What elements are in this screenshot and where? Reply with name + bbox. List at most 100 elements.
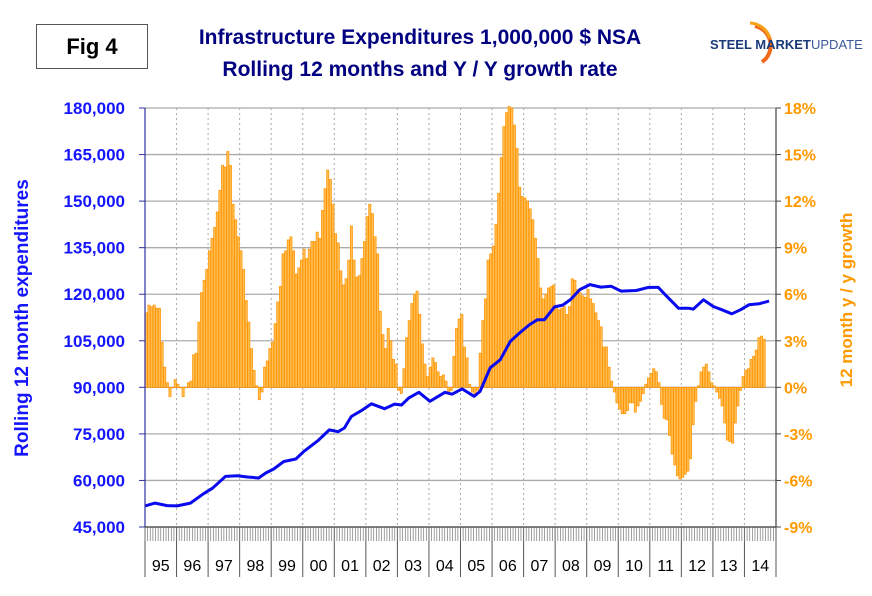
x-tick-label: 09 (594, 558, 612, 575)
growth-bar (365, 216, 369, 388)
growth-bar (423, 363, 427, 388)
growth-bar (336, 242, 340, 388)
growth-bar (591, 303, 595, 388)
growth-bar (158, 307, 161, 388)
growth-bar (226, 151, 230, 388)
gridlines (145, 107, 776, 528)
growth-bar (510, 107, 514, 388)
logo-text-light: UPDATE (811, 37, 863, 52)
growth-bar (286, 239, 290, 388)
growth-bar (252, 369, 256, 388)
growth-bar (155, 307, 159, 388)
growth-bar (205, 269, 209, 388)
growth-bar (236, 236, 240, 388)
growth-bar (265, 360, 269, 388)
left-tick-label: 75,000 (73, 425, 125, 444)
growth-bar (689, 386, 693, 460)
growth-bar (326, 169, 330, 388)
growth-bar (731, 386, 735, 444)
growth-bar (299, 259, 303, 388)
growth-bar (200, 292, 203, 388)
right-tick-label: 3% (784, 334, 807, 351)
growth-bar (660, 386, 664, 405)
left-tick-label: 165,000 (64, 146, 125, 165)
right-tick-label: -3% (784, 427, 812, 444)
growth-bar (586, 289, 590, 388)
left-tick-label: 180,000 (64, 99, 125, 118)
right-tick-label: 15% (784, 148, 816, 165)
growth-bar (349, 225, 353, 388)
growth-bar (447, 386, 451, 393)
growth-bar (494, 224, 498, 388)
growth-bar (631, 386, 635, 404)
growth-bar (604, 346, 608, 388)
growth-bar (292, 250, 295, 388)
growth-bar (576, 289, 579, 388)
growth-bar (357, 275, 361, 388)
growth-bar (328, 179, 332, 388)
growth-bar (683, 386, 687, 475)
growth-bar (549, 286, 553, 388)
growth-bar (723, 386, 727, 424)
growth-bar (168, 386, 172, 397)
growth-bar (555, 306, 558, 388)
growth-bar (344, 278, 348, 388)
growth-bar (647, 377, 650, 388)
growth-bar (363, 241, 366, 388)
growth-bar (502, 126, 506, 388)
growth-bar (242, 269, 246, 388)
growth-bar (573, 279, 577, 388)
growth-bar (313, 241, 317, 388)
growth-bar (481, 320, 485, 388)
growth-bar (557, 309, 561, 388)
growth-bar (452, 355, 456, 388)
growth-bar (179, 386, 182, 389)
growth-bar (562, 306, 566, 388)
growth-bar (615, 386, 619, 404)
growth-bar (710, 382, 714, 388)
growth-bar (302, 248, 306, 388)
growth-bar (476, 386, 480, 391)
growth-bar (418, 314, 422, 388)
x-tick-label: 12 (688, 558, 706, 575)
growth-bar (607, 366, 611, 388)
growth-bar (331, 203, 335, 388)
growth-bar (626, 386, 629, 411)
growth-bar (662, 386, 666, 419)
growth-bar (460, 314, 464, 388)
growth-bar (181, 386, 185, 397)
growth-bar (654, 371, 658, 388)
growth-bar (415, 290, 419, 388)
growth-bar (728, 386, 732, 442)
growth-bar (539, 287, 543, 388)
growth-bar (754, 349, 758, 388)
growth-bar (323, 188, 327, 388)
growth-bar (360, 258, 364, 388)
growth-bar (702, 366, 706, 388)
growth-bar (255, 385, 259, 388)
growth-bar (307, 248, 311, 388)
growth-bar (694, 386, 698, 402)
growth-bar (213, 227, 217, 388)
growth-bar (505, 112, 508, 388)
growth-bar (355, 276, 359, 388)
steel-market-update-logo: STEEL MARKET UPDATE (710, 21, 863, 64)
growth-bar (321, 210, 324, 388)
growth-bar (641, 386, 645, 394)
growth-bar (352, 259, 356, 388)
growth-bar (389, 340, 393, 388)
growth-bar (644, 383, 648, 388)
growth-bar (207, 250, 211, 388)
logo-arc-icon (754, 24, 773, 64)
growth-bar (150, 306, 154, 388)
x-tick-label: 98 (247, 558, 265, 575)
growth-bar (342, 284, 345, 388)
growth-bar (376, 253, 380, 388)
growth-bar (518, 186, 522, 388)
growth-bar (578, 292, 582, 388)
growth-bar (378, 310, 382, 388)
growth-bar (413, 293, 416, 388)
growth-bar (536, 258, 540, 388)
growth-bar (673, 386, 677, 466)
